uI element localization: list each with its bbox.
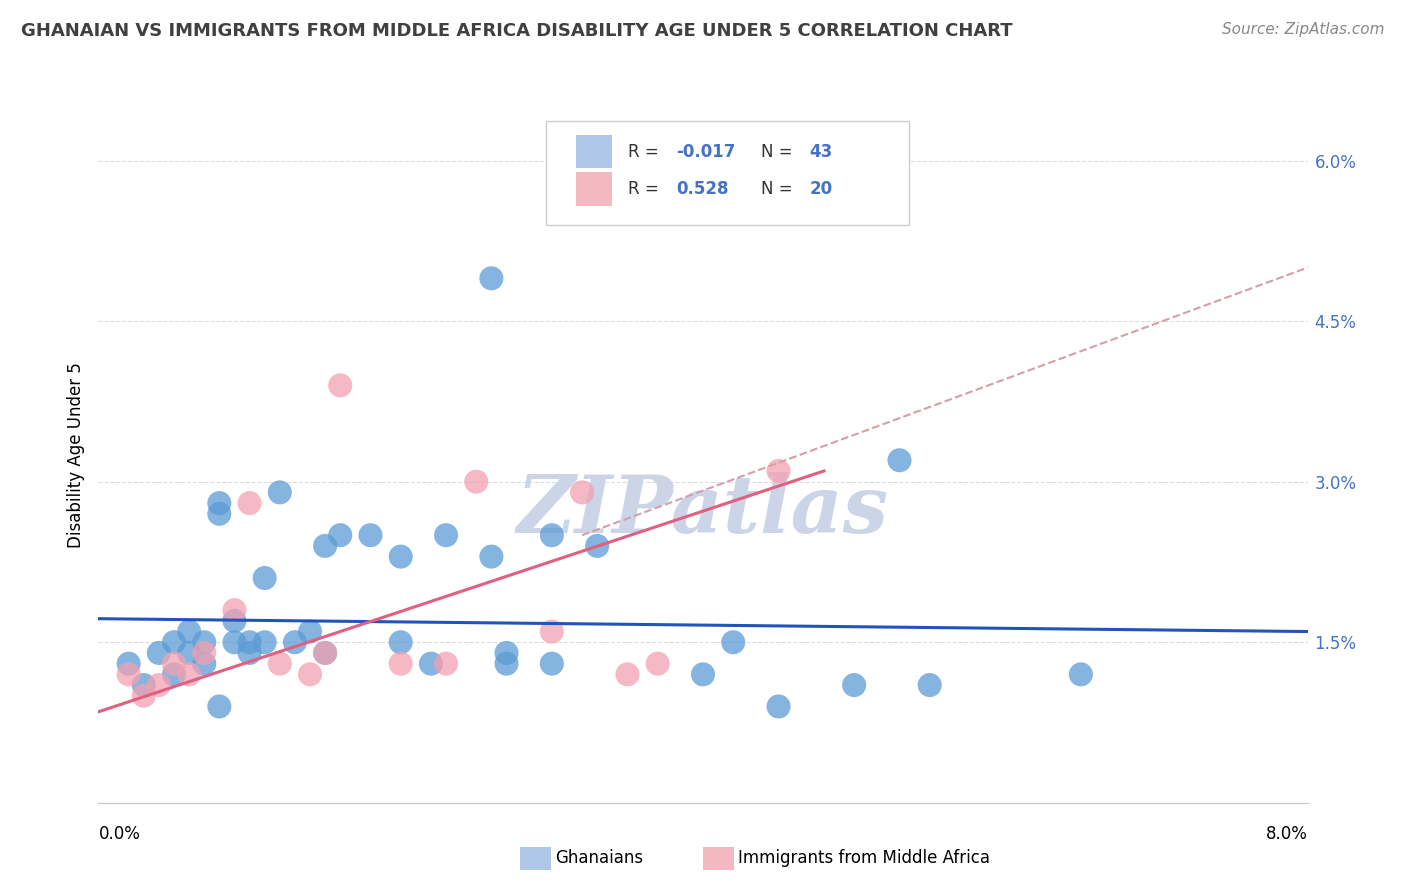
FancyBboxPatch shape xyxy=(546,121,908,226)
Point xyxy=(118,667,141,681)
Point xyxy=(586,539,609,553)
Point xyxy=(179,667,201,681)
Point xyxy=(208,699,231,714)
Text: Immigrants from Middle Africa: Immigrants from Middle Africa xyxy=(738,849,990,867)
Point xyxy=(360,528,382,542)
Point xyxy=(253,635,276,649)
Point xyxy=(132,678,155,692)
Point xyxy=(224,603,246,617)
Point xyxy=(329,528,352,542)
Point xyxy=(132,689,155,703)
Point xyxy=(918,678,941,692)
Text: 8.0%: 8.0% xyxy=(1265,825,1308,843)
Point xyxy=(768,699,790,714)
Point xyxy=(239,646,262,660)
Point xyxy=(434,528,457,542)
Point xyxy=(239,496,262,510)
Point xyxy=(208,507,231,521)
Point xyxy=(465,475,488,489)
Point xyxy=(481,271,503,285)
Text: -0.017: -0.017 xyxy=(676,143,735,161)
Point xyxy=(647,657,669,671)
Point xyxy=(224,614,246,628)
Bar xyxy=(576,135,613,169)
Point xyxy=(314,539,336,553)
Point xyxy=(541,528,564,542)
Point xyxy=(314,646,336,660)
Point xyxy=(224,635,246,649)
Point xyxy=(723,635,745,649)
Point xyxy=(284,635,307,649)
Text: 43: 43 xyxy=(810,143,832,161)
Bar xyxy=(576,172,613,206)
Point xyxy=(541,657,564,671)
Point xyxy=(118,657,141,671)
Text: ZIPatlas: ZIPatlas xyxy=(517,472,889,549)
Point xyxy=(1070,667,1092,681)
Point xyxy=(495,646,517,660)
Text: N =: N = xyxy=(761,143,799,161)
Point xyxy=(163,657,186,671)
Text: N =: N = xyxy=(761,180,799,198)
Point xyxy=(692,667,714,681)
Point xyxy=(148,646,170,660)
Point xyxy=(299,667,322,681)
Text: 20: 20 xyxy=(810,180,832,198)
Point xyxy=(389,549,412,564)
Point xyxy=(193,635,215,649)
Point xyxy=(481,549,503,564)
Point xyxy=(179,646,201,660)
Point xyxy=(269,657,291,671)
Text: Source: ZipAtlas.com: Source: ZipAtlas.com xyxy=(1222,22,1385,37)
Y-axis label: Disability Age Under 5: Disability Age Under 5 xyxy=(66,362,84,548)
Point xyxy=(768,464,790,478)
Point xyxy=(434,657,457,671)
Point xyxy=(239,635,262,649)
Point xyxy=(299,624,322,639)
Point xyxy=(571,485,593,500)
Point xyxy=(163,667,186,681)
Point xyxy=(208,496,231,510)
Point xyxy=(193,646,215,660)
Text: 0.0%: 0.0% xyxy=(98,825,141,843)
Point xyxy=(616,667,638,681)
Point xyxy=(193,657,215,671)
Point xyxy=(314,646,336,660)
Point xyxy=(495,657,517,671)
Point xyxy=(389,657,412,671)
Text: 0.528: 0.528 xyxy=(676,180,728,198)
Point xyxy=(420,657,443,671)
Point xyxy=(148,678,170,692)
Point xyxy=(389,635,412,649)
Point xyxy=(269,485,291,500)
Point xyxy=(253,571,276,585)
Point xyxy=(889,453,911,467)
Text: GHANAIAN VS IMMIGRANTS FROM MIDDLE AFRICA DISABILITY AGE UNDER 5 CORRELATION CHA: GHANAIAN VS IMMIGRANTS FROM MIDDLE AFRIC… xyxy=(21,22,1012,40)
Point xyxy=(329,378,352,392)
Text: R =: R = xyxy=(628,180,664,198)
Text: Ghanaians: Ghanaians xyxy=(555,849,644,867)
Point xyxy=(541,624,564,639)
Point xyxy=(179,624,201,639)
Text: R =: R = xyxy=(628,143,664,161)
Point xyxy=(163,635,186,649)
Point xyxy=(844,678,866,692)
